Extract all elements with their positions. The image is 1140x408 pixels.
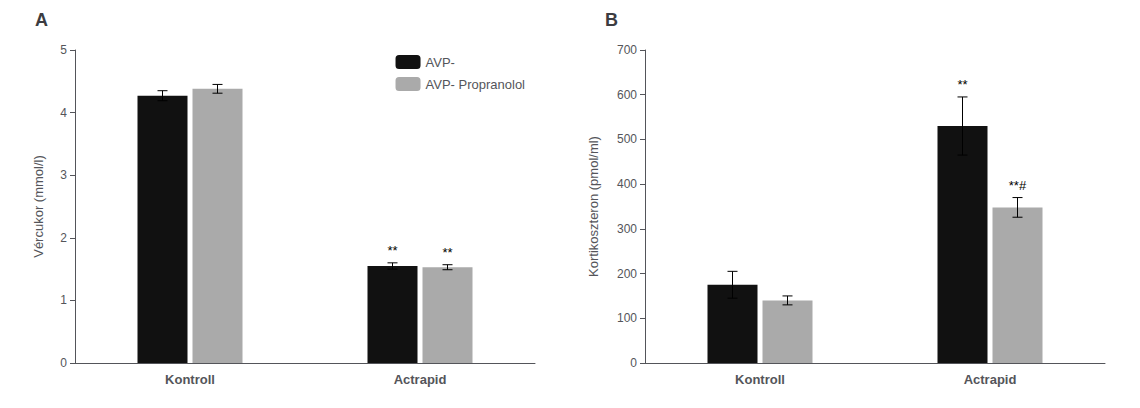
- svg-text:Actrapid: Actrapid: [394, 372, 447, 387]
- svg-text:**: **: [387, 243, 397, 258]
- svg-text:300: 300: [617, 222, 637, 236]
- svg-text:**#: **#: [1009, 178, 1027, 193]
- svg-text:**: **: [957, 77, 967, 92]
- svg-text:0: 0: [60, 356, 67, 370]
- svg-text:2: 2: [60, 231, 67, 245]
- svg-text:Vércukor (mmol/l): Vércukor (mmol/l): [31, 155, 46, 258]
- svg-text:1: 1: [60, 293, 67, 307]
- svg-text:700: 700: [617, 43, 637, 57]
- svg-text:400: 400: [617, 177, 637, 191]
- svg-text:Kontroll: Kontroll: [165, 372, 215, 387]
- svg-text:Kortikoszteron (pmol/ml): Kortikoszteron (pmol/ml): [586, 136, 601, 277]
- svg-text:A: A: [35, 10, 48, 30]
- svg-text:600: 600: [617, 88, 637, 102]
- svg-text:4: 4: [60, 106, 67, 120]
- svg-text:5: 5: [60, 43, 67, 57]
- svg-text:AVP-: AVP-: [426, 55, 455, 70]
- svg-text:500: 500: [617, 132, 637, 146]
- svg-text:3: 3: [60, 168, 67, 182]
- svg-text:Kontroll: Kontroll: [735, 372, 785, 387]
- svg-text:Actrapid: Actrapid: [964, 372, 1017, 387]
- svg-text:B: B: [605, 10, 618, 30]
- svg-text:100: 100: [617, 311, 637, 325]
- svg-text:200: 200: [617, 267, 637, 281]
- svg-text:AVP- Propranolol: AVP- Propranolol: [426, 77, 526, 92]
- svg-text:**: **: [442, 245, 452, 260]
- svg-text:0: 0: [630, 356, 637, 370]
